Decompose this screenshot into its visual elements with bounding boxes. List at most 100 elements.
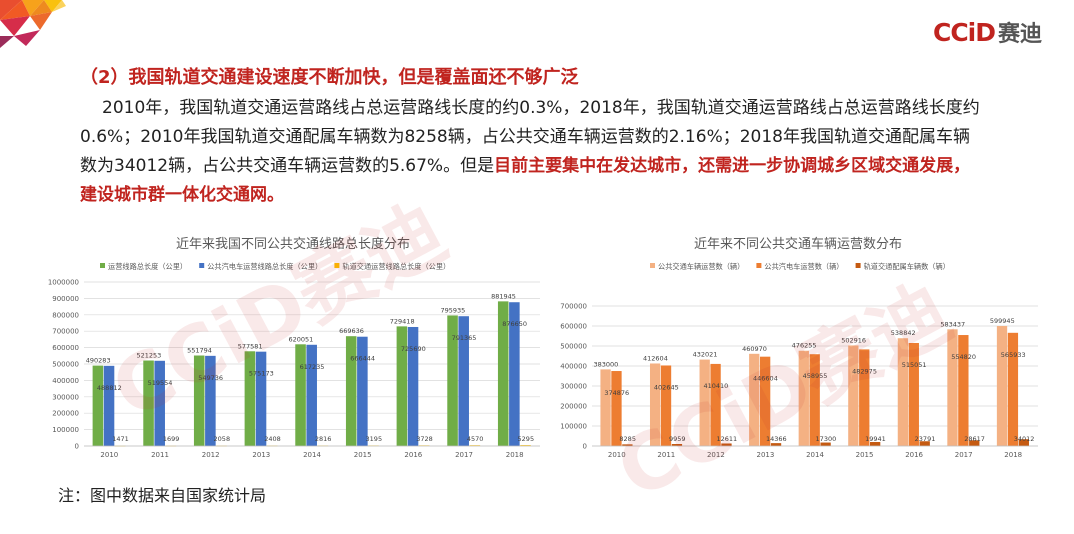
y-tick-label-0: 0 bbox=[583, 443, 587, 451]
legend-label-1: 公共汽电车运营数（辆） bbox=[764, 262, 843, 271]
x-tick-label-2: 2012 bbox=[707, 451, 725, 459]
bar-0-7 bbox=[447, 315, 458, 446]
bar-0-3 bbox=[244, 351, 256, 446]
y-tick-label-3: 300000 bbox=[52, 393, 79, 401]
data-label-2-4: 2816 bbox=[315, 435, 332, 443]
data-label-2-8: 5295 bbox=[518, 435, 535, 443]
x-tick-label-4: 2014 bbox=[303, 451, 321, 459]
x-tick-label-5: 2015 bbox=[354, 451, 372, 459]
data-label-1-6: 515051 bbox=[902, 361, 927, 369]
bar-1-7 bbox=[458, 316, 469, 446]
x-tick-label-8: 2018 bbox=[1004, 451, 1022, 459]
bar-1-1 bbox=[154, 360, 165, 446]
data-label-1-1: 519554 bbox=[148, 379, 173, 387]
logo-text: 赛迪 bbox=[997, 22, 1042, 47]
bar-0-4 bbox=[798, 350, 809, 446]
data-label-0-8: 599945 bbox=[990, 317, 1015, 325]
y-tick-label-2: 200000 bbox=[560, 403, 587, 411]
bar-0-6 bbox=[897, 338, 909, 446]
paragraph-text: 2010年，我国轨道交通运营路线占总运营路线长度的约0.3%，2018年，我国轨… bbox=[80, 98, 980, 176]
y-tick-label-7: 700000 bbox=[52, 328, 79, 336]
bar-2-0 bbox=[622, 444, 633, 446]
vehicle-count-chart: 近年来不同公共交通车辆运营数分布 公共交通车辆运营数（辆） 公共汽电车运营数（辆） 轨… bbox=[548, 230, 1048, 470]
data-label-0-2: 432021 bbox=[693, 351, 718, 359]
data-label-1-2: 549736 bbox=[198, 374, 223, 382]
y-tick-label-7: 700000 bbox=[560, 303, 587, 311]
bar-1-8 bbox=[509, 302, 520, 446]
y-tick-label-2: 200000 bbox=[52, 410, 79, 418]
bar-0-1 bbox=[649, 363, 661, 446]
legend-swatch-2 bbox=[855, 263, 861, 268]
bar-1-2 bbox=[710, 363, 721, 446]
x-tick-label-6: 2016 bbox=[905, 451, 923, 459]
legend-swatch-1 bbox=[199, 263, 205, 268]
bar-1-5 bbox=[357, 336, 368, 446]
bar-0-5 bbox=[345, 336, 357, 446]
bar-1-4 bbox=[809, 354, 820, 446]
data-label-0-0: 383000 bbox=[593, 360, 618, 368]
x-tick-label-4: 2014 bbox=[806, 451, 824, 459]
bar-2-5 bbox=[870, 442, 881, 446]
bar-1-8 bbox=[1007, 332, 1019, 446]
x-tick-label-1: 2011 bbox=[151, 451, 169, 459]
data-label-2-3: 2408 bbox=[264, 435, 281, 443]
bar-1-0 bbox=[611, 371, 622, 446]
x-tick-label-3: 2013 bbox=[252, 451, 270, 459]
bar-1-3 bbox=[759, 356, 771, 446]
data-label-2-3: 14366 bbox=[766, 435, 787, 443]
data-label-1-3: 575173 bbox=[249, 370, 274, 378]
data-label-2-7: 28617 bbox=[964, 435, 985, 443]
data-label-1-1: 402645 bbox=[654, 383, 679, 391]
bar-1-1 bbox=[660, 365, 672, 446]
data-label-0-5: 502916 bbox=[841, 336, 866, 344]
bar-0-3 bbox=[749, 353, 760, 446]
data-label-1-8: 565933 bbox=[1001, 351, 1026, 359]
y-tick-label-1: 100000 bbox=[560, 423, 587, 431]
bar-1-3 bbox=[255, 351, 267, 446]
data-label-0-8: 881945 bbox=[491, 292, 516, 300]
bar-1-4 bbox=[306, 344, 317, 446]
data-label-1-5: 482975 bbox=[852, 367, 877, 375]
data-label-2-0: 8285 bbox=[619, 435, 636, 443]
chart-title: 近年来我国不同公共交通线路总长度分布 bbox=[176, 236, 410, 252]
data-label-2-8: 34012 bbox=[1014, 435, 1035, 443]
bar-0-6 bbox=[396, 326, 408, 446]
body-paragraph: 2010年，我国轨道交通运营路线占总运营路线长度的约0.3%，2018年，我国轨… bbox=[80, 94, 985, 210]
legend-swatch-2 bbox=[334, 263, 340, 268]
legend-label-2: 轨道交通配属车辆数（辆） bbox=[864, 262, 950, 271]
data-label-1-2: 410410 bbox=[703, 382, 728, 390]
y-tick-label-10: 1000000 bbox=[48, 279, 79, 287]
data-label-0-3: 577581 bbox=[238, 342, 263, 350]
source-note: 注：图中数据来自国家统计局 bbox=[58, 486, 267, 505]
data-label-2-5: 19941 bbox=[865, 435, 886, 443]
data-label-2-1: 1699 bbox=[163, 435, 180, 443]
data-label-0-0: 490283 bbox=[86, 357, 111, 365]
logo-mark: CCiD bbox=[932, 17, 996, 47]
y-tick-label-6: 600000 bbox=[52, 344, 79, 352]
bar-0-8 bbox=[996, 326, 1008, 446]
bar-2-3 bbox=[770, 443, 782, 446]
y-tick-label-0: 0 bbox=[75, 443, 79, 451]
data-label-1-7: 554820 bbox=[951, 353, 976, 361]
bar-2-8 bbox=[1018, 439, 1029, 446]
data-label-2-5: 3195 bbox=[366, 435, 383, 443]
legend-label-2: 轨道交通运营线路总长度（公里） bbox=[342, 262, 450, 271]
data-label-2-6: 3728 bbox=[416, 435, 433, 443]
data-label-0-4: 476255 bbox=[792, 342, 817, 350]
data-label-2-4: 17300 bbox=[816, 435, 837, 443]
data-label-0-6: 729418 bbox=[390, 317, 415, 325]
data-label-0-1: 521253 bbox=[136, 352, 161, 360]
bar-0-4 bbox=[295, 344, 306, 446]
bar-0-0 bbox=[92, 365, 104, 446]
y-tick-label-3: 300000 bbox=[560, 383, 587, 391]
bar-1-5 bbox=[859, 349, 870, 446]
data-label-0-2: 551794 bbox=[187, 347, 212, 355]
x-tick-label-2: 2012 bbox=[202, 451, 220, 459]
bar-0-2 bbox=[193, 355, 205, 446]
bar-2-8 bbox=[520, 445, 531, 446]
data-label-0-6: 538842 bbox=[891, 329, 916, 337]
y-tick-label-4: 400000 bbox=[52, 377, 79, 385]
data-label-2-6: 23791 bbox=[915, 435, 936, 443]
section-title: （2）我国轨道交通建设速度不断加快，但是覆盖面还不够广泛 bbox=[80, 67, 579, 88]
